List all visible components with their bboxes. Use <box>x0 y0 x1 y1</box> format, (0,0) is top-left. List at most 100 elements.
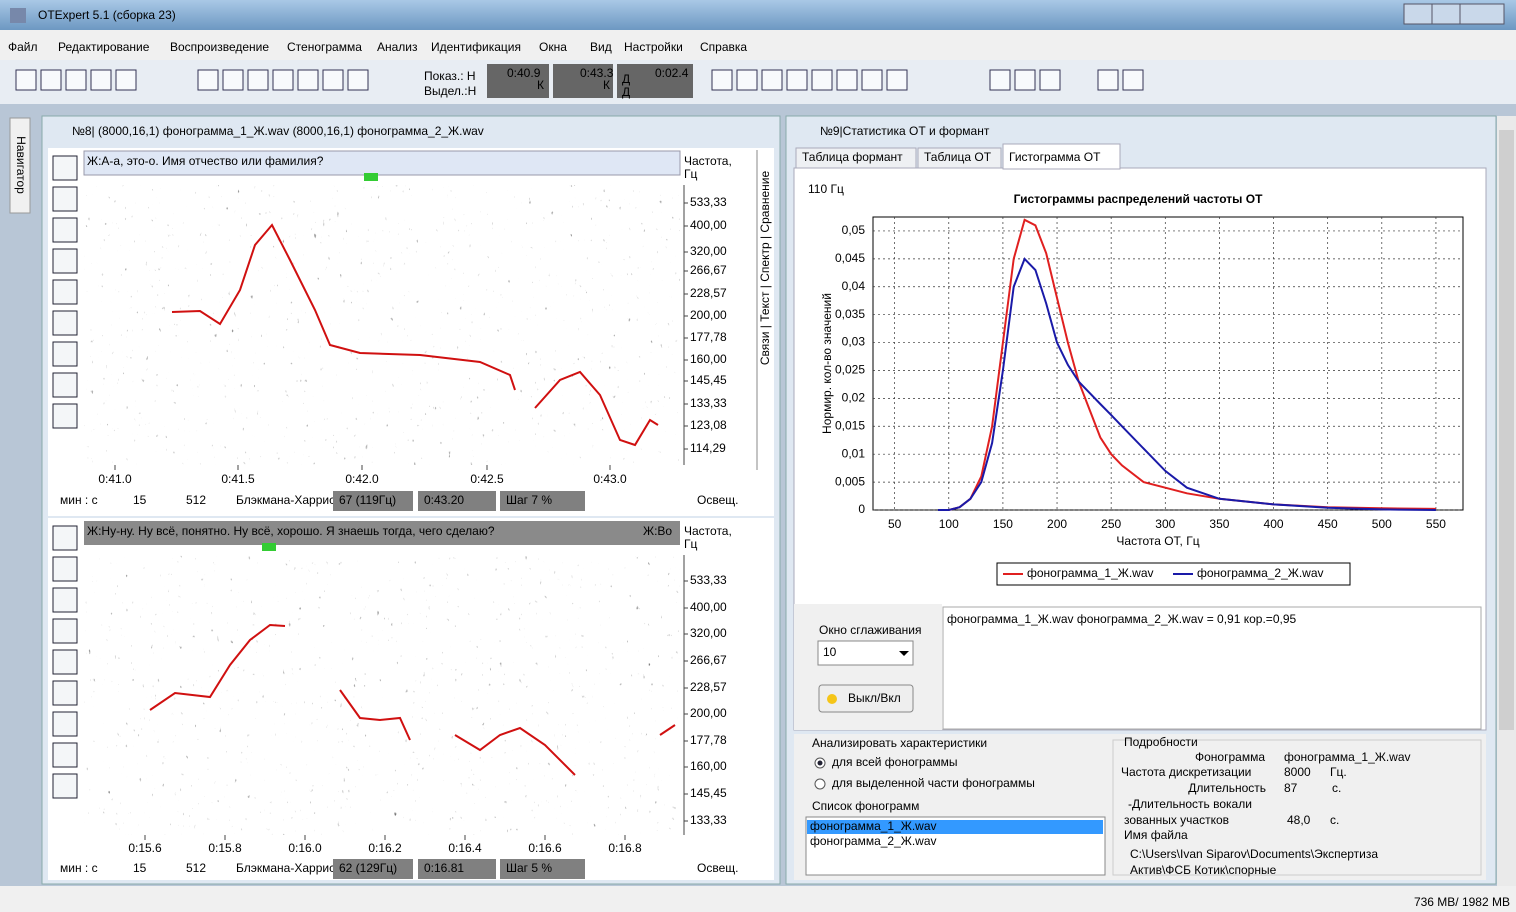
menu-item[interactable]: Идентификация <box>431 40 521 54</box>
time-label: 0:16.0 <box>288 841 322 855</box>
radio-label[interactable]: для выделенной части фонограммы <box>832 776 1035 790</box>
tool-button[interactable] <box>53 619 77 643</box>
tool-button[interactable] <box>273 70 293 90</box>
group-title: Список фонограмм <box>812 799 919 813</box>
tool-button[interactable] <box>53 650 77 674</box>
x-tick-label: 150 <box>993 517 1013 531</box>
tool-button[interactable] <box>787 70 807 90</box>
menu-item[interactable]: Настройки <box>624 40 683 54</box>
tool-button[interactable] <box>348 70 368 90</box>
tool-button[interactable] <box>53 373 77 397</box>
tool-button[interactable] <box>712 70 732 90</box>
tool-button[interactable] <box>53 404 77 428</box>
freq-label: 266,67 <box>690 263 727 277</box>
group-title: Анализировать характеристики <box>812 736 987 750</box>
list-item[interactable]: фонограмма_2_Ж.wav <box>810 834 937 848</box>
scroll-thumb[interactable] <box>1499 130 1514 730</box>
menu-item[interactable]: Воспроизведение <box>170 40 269 54</box>
tool-button[interactable] <box>53 342 77 366</box>
menu-item[interactable]: Редактирование <box>58 40 150 54</box>
detail-text: Гц. <box>1330 765 1347 779</box>
tool-button[interactable] <box>53 526 77 550</box>
tool-button[interactable] <box>53 280 77 304</box>
radio-label[interactable]: для всей фонограммы <box>832 755 957 769</box>
detail-text: зованных участков <box>1124 813 1229 827</box>
detail-text: Актив\ФСБ Котик\спорные <box>1130 863 1277 877</box>
status-item: 0:43.20 <box>424 493 464 507</box>
detail-text: C:\Users\Ivan Siparov\Documents\Эксперти… <box>1130 847 1378 861</box>
tool-button[interactable] <box>198 70 218 90</box>
menu-item[interactable]: Стенограмма <box>287 40 362 54</box>
menu-item[interactable]: Вид <box>590 40 612 54</box>
tool-button[interactable] <box>223 70 243 90</box>
tool-button[interactable] <box>1015 70 1035 90</box>
status-bar <box>0 886 1516 912</box>
time-label: 0:16.8 <box>608 841 642 855</box>
toolbar-field: Выдел.:Н <box>424 84 476 98</box>
tool-button[interactable] <box>1040 70 1060 90</box>
minimize[interactable] <box>1404 4 1432 24</box>
menu-item[interactable]: Справка <box>700 40 747 54</box>
tool-button[interactable] <box>91 70 111 90</box>
tab-label: Таблица ОТ <box>924 150 992 164</box>
tool-button[interactable] <box>53 156 77 180</box>
radio-dot <box>818 761 823 766</box>
cursor-marker <box>262 543 276 551</box>
tool-button[interactable] <box>862 70 882 90</box>
memory-usage: 736 MB/ 1982 MB <box>1414 895 1510 909</box>
y-tick-label: 0,045 <box>835 251 865 265</box>
tool-button[interactable] <box>1123 70 1143 90</box>
tool-button[interactable] <box>53 311 77 335</box>
tool-button[interactable] <box>41 70 61 90</box>
menu-item[interactable]: Окна <box>539 40 567 54</box>
tool-button[interactable] <box>53 681 77 705</box>
list-item[interactable]: фонограмма_1_Ж.wav <box>810 819 937 833</box>
tool-button[interactable] <box>1098 70 1118 90</box>
tool-button[interactable] <box>53 588 77 612</box>
menu-item[interactable]: Анализ <box>377 40 418 54</box>
tool-button[interactable] <box>53 712 77 736</box>
freq-label: 177,78 <box>690 330 727 344</box>
button-label: Выкл/Вкл <box>848 691 901 705</box>
x-tick-label: 550 <box>1426 517 1446 531</box>
tool-button[interactable] <box>66 70 86 90</box>
tool-button[interactable] <box>248 70 268 90</box>
freq-label: 160,00 <box>690 352 727 366</box>
tool-button[interactable] <box>737 70 757 90</box>
tool-button[interactable] <box>323 70 343 90</box>
status-item: Освещ. <box>697 493 738 507</box>
y-tick-label: 0,02 <box>842 391 866 405</box>
tool-button[interactable] <box>887 70 907 90</box>
tool-button[interactable] <box>53 187 77 211</box>
x-tick-label: 450 <box>1318 517 1338 531</box>
x-tick-label: 250 <box>1101 517 1121 531</box>
close[interactable] <box>1460 4 1504 24</box>
tool-button[interactable] <box>53 557 77 581</box>
tool-button[interactable] <box>53 743 77 767</box>
side-tabs[interactable]: Связи | Текст | Спектр | Сравнение <box>758 171 772 366</box>
tool-button[interactable] <box>298 70 318 90</box>
maximize[interactable] <box>1432 4 1460 24</box>
menu-item[interactable]: Файл <box>8 40 38 54</box>
tool-button[interactable] <box>53 218 77 242</box>
freq-label: 123,08 <box>690 418 727 432</box>
freq-label: 400,00 <box>690 600 727 614</box>
x-tick-label: 500 <box>1372 517 1392 531</box>
tool-button[interactable] <box>16 70 36 90</box>
tool-button[interactable] <box>837 70 857 90</box>
tool-button[interactable] <box>812 70 832 90</box>
radio[interactable] <box>815 779 825 789</box>
time-label: 0:41.0 <box>98 472 132 486</box>
tool-button[interactable] <box>53 249 77 273</box>
freq-header: Гц <box>684 537 697 551</box>
status-item: мин : с <box>60 861 98 875</box>
tool-button[interactable] <box>53 774 77 798</box>
freq-header: Частота, <box>684 154 732 168</box>
x-tick-label: 350 <box>1209 517 1229 531</box>
toolbar-field: Д <box>622 85 630 99</box>
x-tick-label: 300 <box>1155 517 1175 531</box>
tool-button[interactable] <box>762 70 782 90</box>
tool-button[interactable] <box>116 70 136 90</box>
tool-button[interactable] <box>990 70 1010 90</box>
status-item: 0:16.81 <box>424 861 464 875</box>
